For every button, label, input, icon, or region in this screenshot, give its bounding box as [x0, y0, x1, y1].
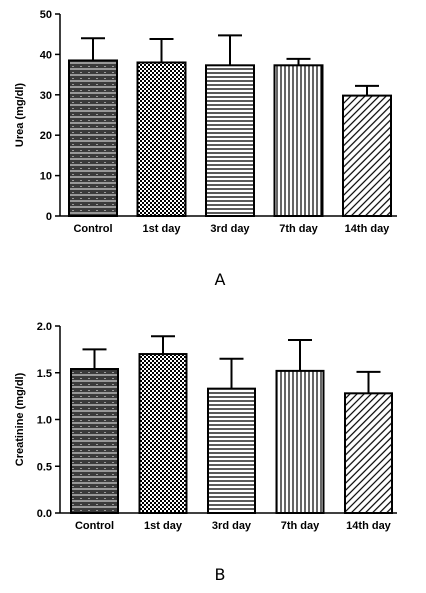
- panel-label: B: [215, 565, 226, 584]
- y-axis-title: Creatinine (mg/dl): [14, 372, 26, 466]
- y-tick-label-3: 1.5: [37, 368, 52, 380]
- bar-3: [275, 369, 325, 514]
- y-tick-label-4: 2.0: [37, 321, 52, 333]
- chart-panel-a: Control 1st day 3rd day 7th day 14th day 0 10 2…: [14, 9, 397, 289]
- bar-3: [273, 64, 324, 217]
- y-tick-label-3: 30: [40, 90, 52, 102]
- y-tick-label-0: 0.0: [37, 508, 52, 520]
- bar-4: [344, 392, 393, 515]
- x-tick-label-4: 14th day: [346, 520, 392, 532]
- x-tick-label-1: 1st day: [144, 520, 183, 532]
- y-tick-label-1: 10: [40, 171, 52, 183]
- y-axis-title: Urea (mg/dl): [14, 83, 26, 148]
- x-tick-label-0: Control: [75, 520, 114, 532]
- y-tick-label-2: 20: [40, 130, 52, 142]
- bar-0: [70, 368, 119, 515]
- bar-1: [136, 61, 187, 218]
- bar-0: [68, 59, 118, 217]
- x-tick-label-1: 1st day: [143, 223, 182, 235]
- bar-1: [138, 353, 188, 514]
- bar-2: [207, 387, 256, 514]
- x-tick-label-2: 3rd day: [212, 520, 252, 532]
- bar-4: [342, 94, 392, 217]
- x-tick-label-2: 3rd day: [210, 223, 250, 235]
- x-tick-label-3: 7th day: [279, 223, 318, 235]
- y-tick-label-5: 50: [40, 9, 52, 21]
- chart-panel-b: Control 1st day 3rd day 7th day 14th day 0.0 0…: [14, 321, 397, 584]
- x-tick-label-4: 14th day: [345, 223, 391, 235]
- bar-2: [205, 64, 255, 217]
- y-tick-label-2: 1.0: [37, 415, 52, 427]
- x-tick-label-3: 7th day: [281, 520, 320, 532]
- y-tick-label-4: 40: [40, 49, 52, 61]
- panel-label: A: [215, 270, 226, 289]
- x-tick-label-0: Control: [73, 223, 112, 235]
- y-tick-label-0: 0: [46, 211, 52, 223]
- y-tick-label-1: 0.5: [37, 461, 52, 473]
